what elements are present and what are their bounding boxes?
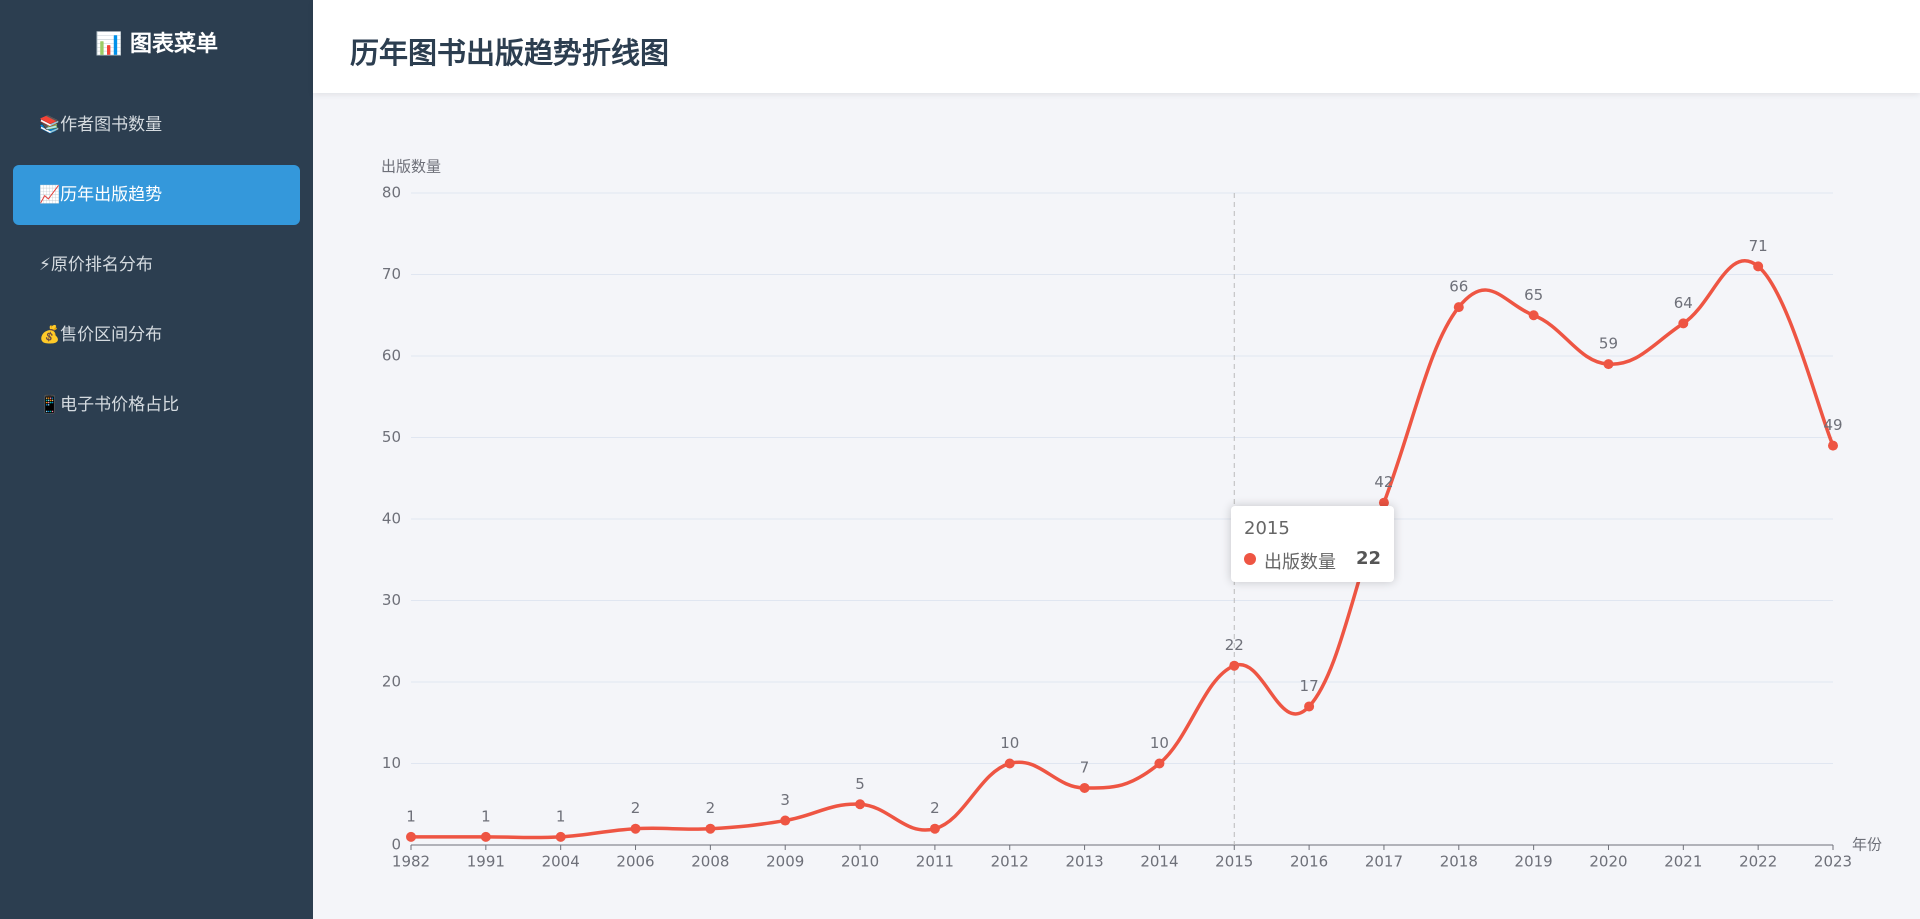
value-label: 66 — [1449, 278, 1468, 296]
value-label: 5 — [855, 775, 865, 793]
header: 历年图书出版趋势折线图 — [313, 0, 1920, 93]
point — [1678, 318, 1689, 329]
x-tick-label: 2020 — [1589, 853, 1627, 871]
value-label: 42 — [1374, 473, 1393, 491]
point — [929, 823, 940, 834]
value-label: 3 — [780, 791, 790, 809]
point — [1753, 261, 1764, 272]
point — [1603, 359, 1614, 370]
x-tick-label: 2019 — [1515, 853, 1553, 871]
point — [480, 831, 491, 842]
point — [1079, 782, 1090, 793]
menu-item[interactable]: 💰售价区间分布 — [39, 325, 163, 345]
point — [1528, 310, 1539, 321]
x-tick-label: 2009 — [766, 853, 804, 871]
x-tick-label: 2018 — [1440, 853, 1478, 871]
point — [1154, 758, 1165, 769]
y-tick-label: 70 — [382, 265, 401, 283]
value-label: 71 — [1749, 237, 1768, 255]
y-tick-label: 30 — [382, 591, 401, 609]
point — [1828, 440, 1838, 451]
y-tick-label: 80 — [382, 184, 401, 202]
value-label: 10 — [1000, 734, 1019, 752]
series-line — [411, 259, 1835, 840]
sidebar: 📊 图表菜单 📚作者图书数量 📈历年出版趋势 ⚡原价排名分布 💰售价区间分布 📱电子书价… — [0, 0, 313, 919]
value-label: 17 — [1300, 677, 1319, 695]
point — [406, 831, 416, 842]
page-title: 历年图书出版趋势折线图 — [350, 36, 670, 70]
point — [1304, 701, 1315, 712]
value-label: 1 — [406, 807, 416, 825]
value-label: 59 — [1599, 335, 1618, 353]
menu-item[interactable]: 📚作者图书数量 — [39, 115, 163, 135]
x-tick-label: 2012 — [991, 853, 1029, 871]
value-label: 64 — [1674, 294, 1693, 312]
value-label: 2 — [930, 799, 940, 817]
tooltip-value: 22 — [1355, 548, 1381, 569]
value-label: 22 — [1225, 636, 1244, 654]
tooltip: 2015 出版数量 22 — [1231, 506, 1394, 582]
point — [1229, 660, 1240, 671]
value-label: 1 — [481, 807, 491, 825]
point — [1378, 497, 1389, 508]
x-tick-label: 2022 — [1739, 853, 1777, 871]
menu-item[interactable]: 📈历年出版趋势 — [13, 165, 300, 225]
point — [1004, 758, 1015, 769]
x-axis-label: 年份 — [1852, 836, 1882, 854]
y-axis-label: 出版数量 — [381, 158, 441, 176]
point — [855, 799, 866, 810]
menu-item[interactable]: 📱电子书价格占比 — [39, 395, 180, 415]
x-tick-label: 1982 — [392, 853, 430, 871]
value-label: 2 — [706, 799, 716, 817]
y-tick-label: 60 — [382, 347, 401, 365]
x-tick-label: 2021 — [1664, 853, 1702, 871]
value-label: 1 — [556, 807, 566, 825]
y-tick-label: 10 — [382, 754, 401, 772]
x-tick-label: 2008 — [691, 853, 729, 871]
tooltip-series: 出版数量 — [1264, 552, 1336, 573]
x-tick-label: 2014 — [1140, 853, 1178, 871]
x-tick-label: 2023 — [1814, 853, 1852, 871]
tooltip-marker — [1244, 553, 1256, 565]
point — [555, 831, 566, 842]
point — [780, 815, 791, 826]
x-tick-label: 2017 — [1365, 853, 1403, 871]
y-tick-label: 40 — [382, 510, 401, 528]
x-tick-label: 1991 — [467, 853, 505, 871]
sidebar-title: 📊 图表菜单 — [94, 32, 219, 57]
tooltip-title: 2015 — [1244, 518, 1290, 539]
y-tick-label: 50 — [382, 428, 401, 446]
y-tick-label: 0 — [391, 836, 401, 854]
point — [630, 823, 641, 834]
value-label: 10 — [1150, 734, 1169, 752]
y-tick-label: 20 — [382, 673, 401, 691]
menu-item[interactable]: ⚡原价排名分布 — [39, 255, 153, 275]
x-tick-label: 2013 — [1065, 853, 1103, 871]
x-tick-label: 2015 — [1215, 853, 1253, 871]
value-label: 49 — [1823, 416, 1842, 434]
value-label: 2 — [631, 799, 641, 817]
x-tick-label: 2011 — [916, 853, 954, 871]
point — [705, 823, 716, 834]
value-label: 7 — [1080, 758, 1090, 776]
x-tick-label: 2006 — [616, 853, 654, 871]
x-tick-label: 2004 — [542, 853, 580, 871]
value-label: 65 — [1524, 286, 1543, 304]
point — [1453, 302, 1464, 313]
x-tick-label: 2010 — [841, 853, 879, 871]
x-tick-label: 2016 — [1290, 853, 1328, 871]
